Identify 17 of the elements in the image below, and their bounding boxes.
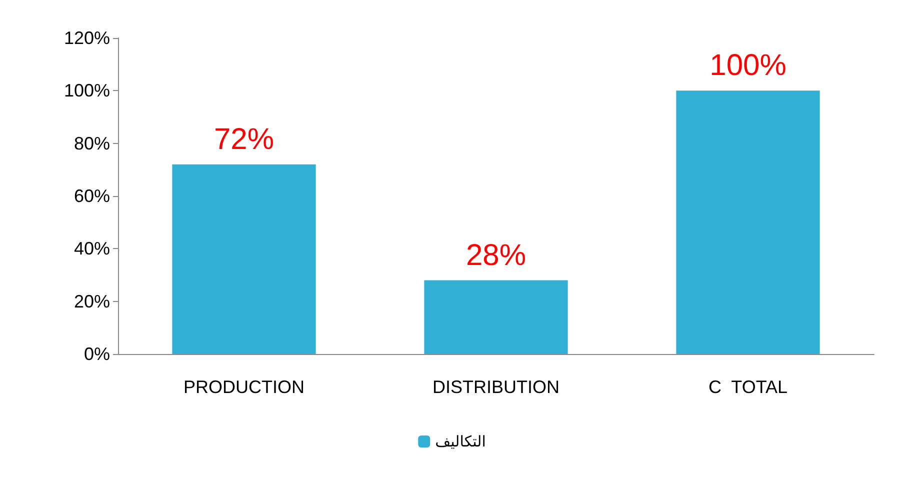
y-tick-label: 120% — [64, 28, 110, 48]
x-tick-label: C TOTAL — [708, 377, 788, 397]
bar — [172, 164, 316, 354]
y-tick-label: 40% — [74, 238, 110, 259]
y-tick-label: 100% — [64, 80, 110, 101]
y-tick-label: 20% — [74, 291, 110, 312]
x-tick-label: PRODUCTION — [184, 377, 304, 397]
y-tick-label: 80% — [74, 133, 110, 154]
bar — [676, 90, 820, 354]
data-label: 72% — [214, 122, 274, 156]
data-label: 100% — [710, 49, 786, 82]
y-tick-label: 0% — [84, 344, 110, 364]
y-tick-label: 60% — [74, 186, 110, 206]
legend-label: التكاليف — [435, 432, 486, 450]
x-tick-label: DISTRIBUTION — [432, 377, 560, 397]
data-label: 28% — [466, 238, 526, 272]
bar — [424, 280, 568, 354]
